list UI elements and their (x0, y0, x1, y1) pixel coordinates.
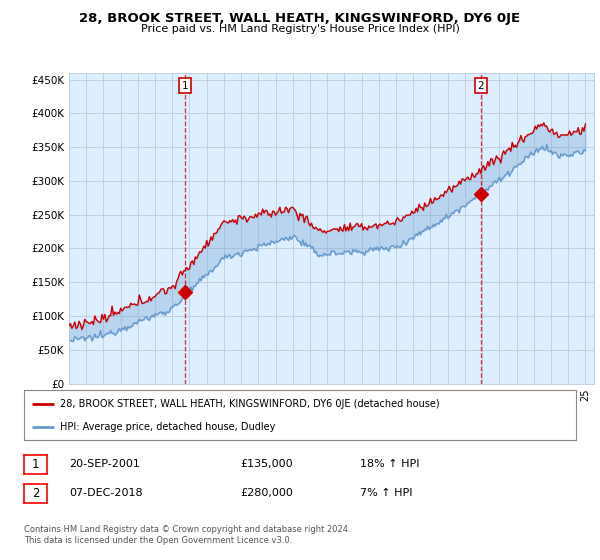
Text: 28, BROOK STREET, WALL HEATH, KINGSWINFORD, DY6 0JE (detached house): 28, BROOK STREET, WALL HEATH, KINGSWINFO… (60, 399, 440, 409)
Text: 18% ↑ HPI: 18% ↑ HPI (360, 459, 419, 469)
Text: 20-SEP-2001: 20-SEP-2001 (69, 459, 140, 469)
Text: HPI: Average price, detached house, Dudley: HPI: Average price, detached house, Dudl… (60, 422, 275, 432)
Text: 28, BROOK STREET, WALL HEATH, KINGSWINFORD, DY6 0JE: 28, BROOK STREET, WALL HEATH, KINGSWINFO… (79, 12, 521, 25)
Text: 2: 2 (32, 487, 39, 500)
Text: 2: 2 (478, 81, 484, 91)
Text: £280,000: £280,000 (240, 488, 293, 498)
Text: 7% ↑ HPI: 7% ↑ HPI (360, 488, 413, 498)
Text: 07-DEC-2018: 07-DEC-2018 (69, 488, 143, 498)
Text: 1: 1 (181, 81, 188, 91)
Text: Contains HM Land Registry data © Crown copyright and database right 2024.
This d: Contains HM Land Registry data © Crown c… (24, 525, 350, 545)
Text: £135,000: £135,000 (240, 459, 293, 469)
Text: Price paid vs. HM Land Registry's House Price Index (HPI): Price paid vs. HM Land Registry's House … (140, 24, 460, 34)
Text: 1: 1 (32, 458, 39, 471)
